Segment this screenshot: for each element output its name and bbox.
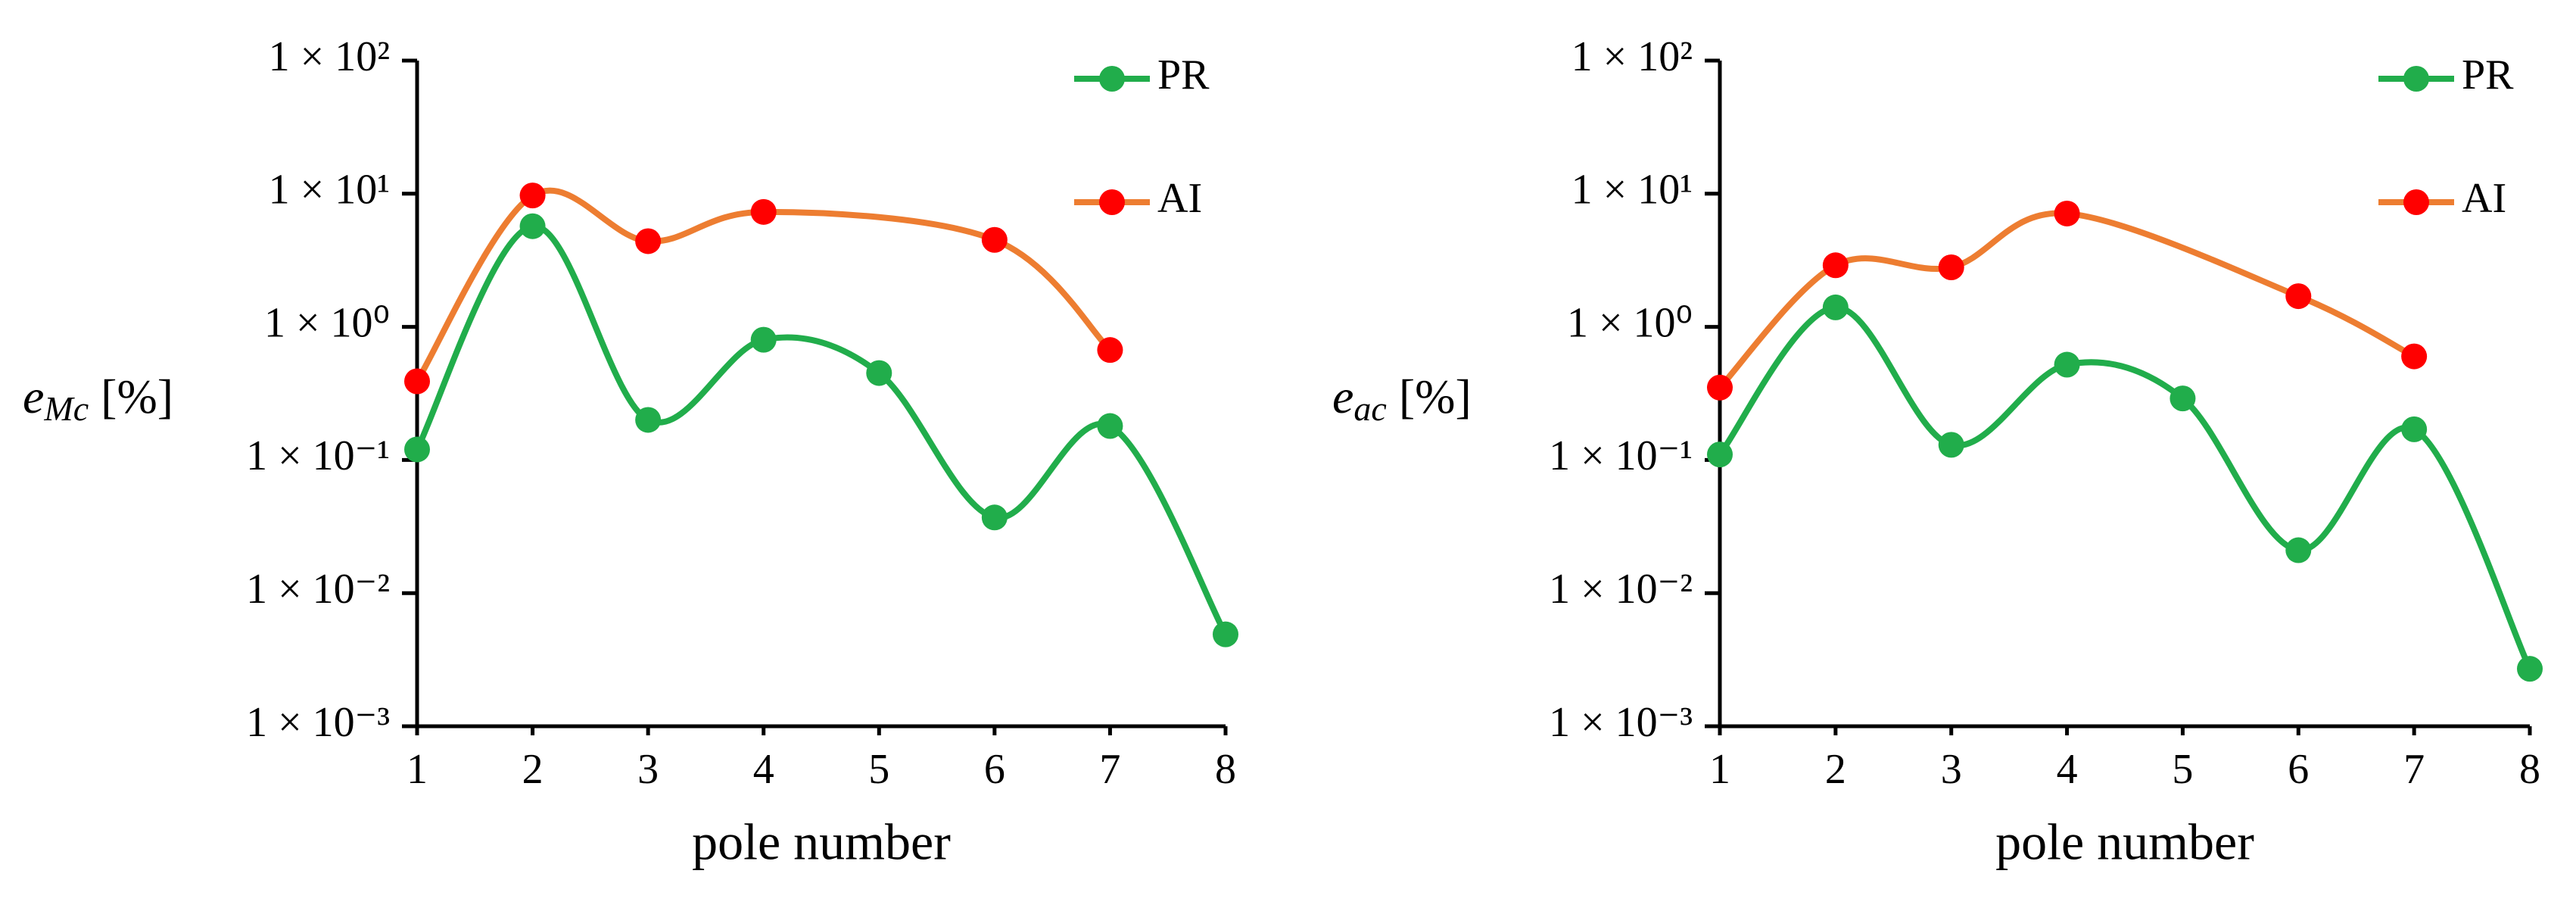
legend-label: AI (2462, 175, 2506, 222)
y-tick-label: 1 × 10¹ (1571, 167, 1693, 214)
data-point (2170, 385, 2196, 412)
x-tick-label: 3 (637, 746, 659, 793)
data-point (1938, 432, 1964, 458)
data-point (2054, 200, 2080, 226)
x-tick-label: 1 (406, 746, 428, 793)
data-point (519, 183, 546, 209)
data-point (2401, 343, 2428, 370)
y-tick-label: 1 × 10⁻³ (1549, 699, 1693, 746)
data-point (1938, 254, 1964, 280)
data-point (1822, 294, 1849, 320)
y-tick-label: 1 × 10⁻¹ (246, 432, 390, 479)
data-point (635, 407, 662, 433)
data-point (2517, 656, 2543, 682)
data-point (1213, 621, 1238, 647)
y-tick-label: 1 × 10⁻² (1549, 566, 1693, 613)
x-axis-label: pole number (1995, 813, 2254, 871)
x-tick-label: 6 (984, 746, 1005, 793)
legend-marker (1099, 189, 1125, 215)
x-tick-label: 8 (1215, 746, 1236, 793)
x-tick-label: 6 (2288, 746, 2309, 793)
data-point (2285, 537, 2312, 563)
x-tick-label: 7 (1099, 746, 1120, 793)
x-tick-label: 5 (2172, 746, 2193, 793)
x-tick-label: 2 (522, 746, 544, 793)
data-point (981, 226, 1008, 253)
x-tick-label: 2 (1825, 746, 1846, 793)
x-tick-label: 4 (753, 746, 774, 793)
data-point (1097, 337, 1123, 364)
data-point (1707, 374, 1733, 401)
x-tick-label: 4 (2057, 746, 2078, 793)
x-tick-label: 7 (2403, 746, 2425, 793)
y-tick-label: 1 × 10² (1571, 33, 1693, 80)
data-point (981, 504, 1008, 531)
data-point (1822, 252, 1849, 279)
chart: 1 × 10⁻³ 1 × 10⁻² 1 × 10⁻¹ 1 × 10⁰ 1 × 10¹ 1 … (23, 33, 1238, 871)
data-point (2054, 351, 2080, 378)
y-tick-label: 1 × 10⁻¹ (1549, 432, 1693, 479)
x-tick-label: 1 (1709, 746, 1730, 793)
chart: 1 × 10⁻³ 1 × 10⁻² 1 × 10⁻¹ 1 × 10⁰ 1 × 10¹ 1 … (1332, 33, 2543, 871)
y-label-unit: [%] (1399, 370, 1472, 423)
y-axis-label: eMc [%] (23, 370, 173, 428)
y-label-unit: [%] (101, 370, 173, 423)
legend-marker (1099, 66, 1125, 92)
legend-marker (2403, 189, 2429, 215)
y-tick-label: 1 × 10² (269, 33, 390, 80)
y-tick-label: 1 × 10¹ (269, 167, 390, 214)
y-tick-label: 1 × 10⁻² (246, 566, 390, 613)
y-tick-label: 1 × 10⁰ (1567, 299, 1693, 346)
data-point (1707, 442, 1733, 468)
y-tick-label: 1 × 10⁻³ (246, 699, 390, 746)
y-axis-label: eac [%] (1332, 370, 1472, 428)
legend-label: AI (1157, 175, 1202, 222)
legend-marker (2403, 66, 2429, 92)
data-point (635, 228, 662, 254)
data-point (2285, 283, 2312, 310)
x-axis-label: pole number (692, 813, 951, 871)
data-point (2401, 416, 2428, 442)
legend-label: PR (2462, 51, 2514, 98)
y-label-subscript: ac (1353, 389, 1386, 428)
data-point (519, 213, 546, 239)
x-tick-label: 8 (2519, 746, 2540, 793)
x-tick-label: 3 (1941, 746, 1962, 793)
y-tick-label: 1 × 10⁰ (264, 299, 390, 346)
x-tick-label: 5 (868, 746, 889, 793)
data-point (1097, 413, 1123, 439)
y-label-symbol: e (1332, 370, 1353, 423)
y-label-symbol: e (23, 370, 44, 423)
data-point (750, 198, 777, 225)
data-point (866, 360, 892, 386)
data-point (404, 368, 430, 395)
y-label-subscript: Mc (43, 389, 89, 428)
data-point (404, 436, 430, 463)
legend-label: PR (1157, 51, 1210, 98)
data-point (750, 326, 777, 353)
